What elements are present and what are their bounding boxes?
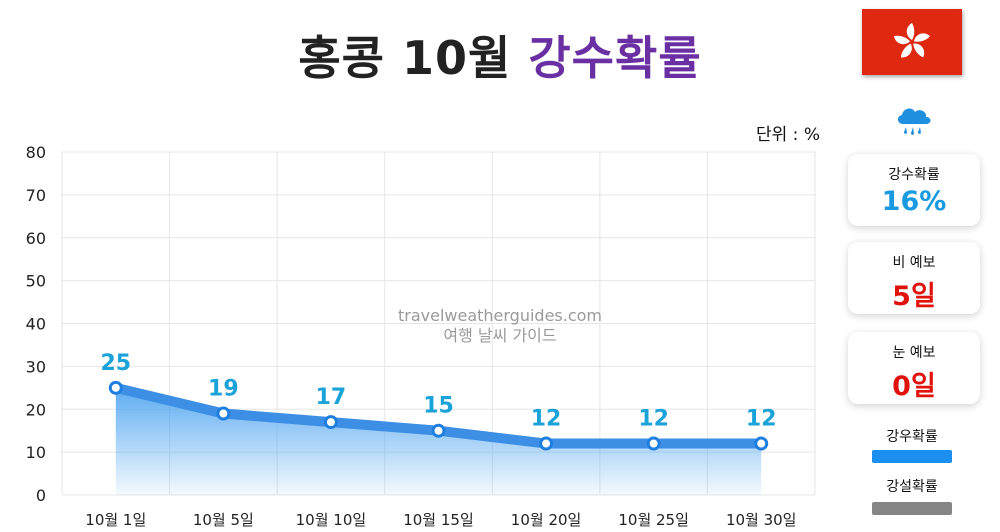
- y-tick-label: 40: [26, 315, 46, 334]
- page-title: 홍콩 10월 강수확률: [0, 22, 1000, 88]
- x-tick-label: 10월 1일: [85, 511, 146, 529]
- y-tick-label: 60: [26, 229, 46, 248]
- data-point: [539, 436, 554, 451]
- card-value: 16%: [881, 186, 947, 217]
- x-tick-label: 10월 30일: [726, 511, 797, 529]
- chart-grid: 0 10 20 30 40 50 60 70 80 10월 1일 10월 5일 10월 10일 10월 …: [26, 143, 816, 529]
- data-label: 15: [423, 394, 454, 419]
- data-label: 12: [746, 407, 777, 432]
- y-tick-label: 10: [26, 443, 46, 462]
- y-tick-label: 0: [36, 486, 46, 505]
- card-label: 눈 예보: [892, 345, 936, 361]
- card-label: 비 예보: [892, 255, 936, 271]
- watermark: travelweatherguides.com 여행 날씨 가이드: [340, 306, 660, 346]
- title-main: 홍콩 10월: [298, 31, 512, 85]
- data-label: 12: [531, 407, 562, 432]
- data-point: [646, 436, 661, 451]
- data-point: [216, 406, 231, 421]
- x-tick-label: 10월 5일: [193, 511, 254, 529]
- y-tick-label: 20: [26, 400, 46, 419]
- data-point: [108, 380, 123, 395]
- watermark-subtitle: 여행 날씨 가이드: [443, 326, 557, 345]
- chart-labels: 25 19 17 15 12 12 12: [100, 351, 776, 432]
- series-area: [115, 387, 762, 495]
- chart-points: [108, 380, 769, 451]
- chart-area: [115, 387, 762, 495]
- card-label: 강수확률: [888, 167, 940, 183]
- data-point: [431, 423, 446, 438]
- x-tick-label: 10월 10일: [296, 511, 367, 529]
- y-tick-label: 30: [26, 357, 46, 376]
- legend-label-snow: 강설확률: [886, 479, 938, 495]
- x-tick-label: 10월 15일: [403, 511, 474, 529]
- legend-label-rain: 강우확률: [886, 429, 938, 445]
- rain-forecast-card: 비 예보 5일: [848, 242, 980, 314]
- watermark-url: travelweatherguides.com: [397, 306, 603, 325]
- unit-label: 단위 : %: [756, 125, 820, 145]
- card-value: 0일: [892, 371, 936, 402]
- x-tick-label: 10월 25일: [618, 511, 689, 529]
- rain-cloud-icon: [894, 104, 934, 142]
- card-value: 5일: [892, 281, 936, 312]
- hong-kong-flag-icon: [862, 9, 962, 75]
- x-tick-label: 10월 20일: [511, 511, 582, 529]
- data-label: 12: [638, 407, 669, 432]
- title-accent: 강수확률: [528, 31, 702, 85]
- data-label: 19: [208, 377, 239, 402]
- data-label: 25: [100, 351, 131, 376]
- y-tick-label: 80: [26, 143, 46, 162]
- data-point: [323, 415, 338, 430]
- data-label: 17: [316, 385, 347, 410]
- y-tick-label: 50: [26, 272, 46, 291]
- precipitation-probability-card: 강수확률 16%: [848, 154, 980, 226]
- legend-swatch-rain: [872, 450, 952, 463]
- y-tick-label: 70: [26, 186, 46, 205]
- snow-forecast-card: 눈 예보 0일: [848, 332, 980, 404]
- data-point: [754, 436, 769, 451]
- legend-swatch-snow: [872, 502, 952, 515]
